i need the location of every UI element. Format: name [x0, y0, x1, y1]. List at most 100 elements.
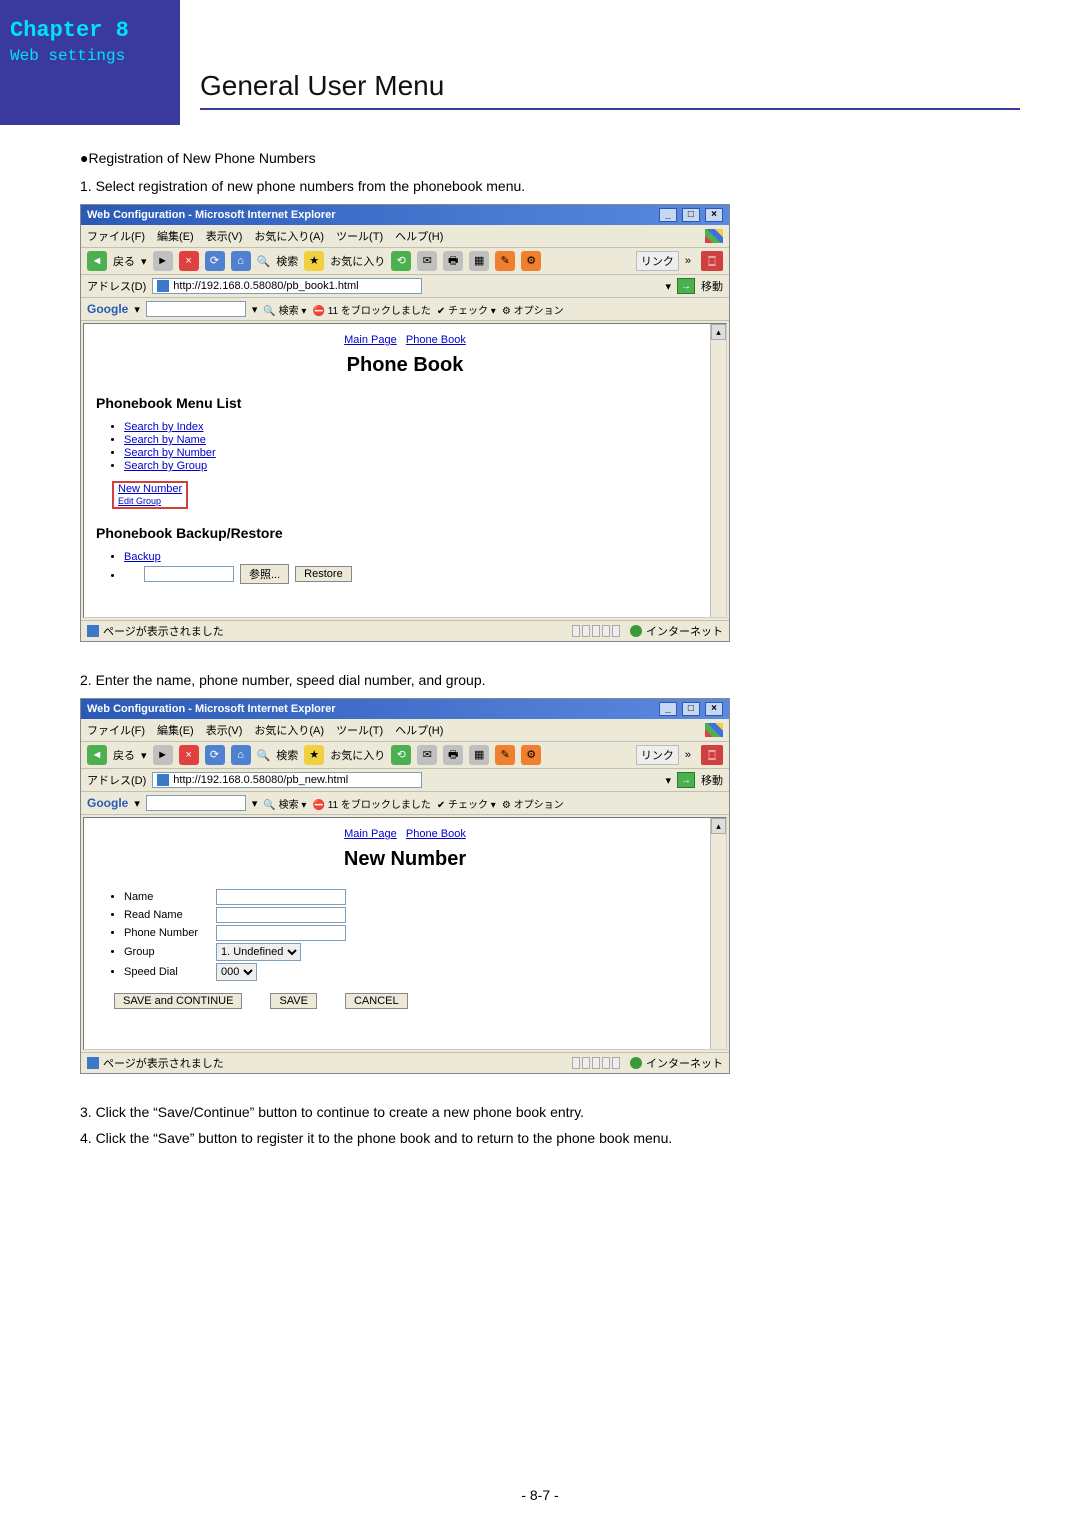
- address-field[interactable]: http://192.168.0.58080/pb_new.html: [152, 772, 422, 788]
- breadcrumb-main[interactable]: Main Page: [344, 828, 397, 840]
- menu-help[interactable]: ヘルプ(H): [395, 228, 443, 244]
- dropdown-icon[interactable]: ▾: [141, 749, 147, 762]
- link-search-number[interactable]: Search by Number: [124, 447, 216, 459]
- menu-tools[interactable]: ツール(T): [336, 722, 383, 738]
- link-new-number[interactable]: New Number: [118, 483, 182, 495]
- edit-icon[interactable]: ▦: [469, 745, 489, 765]
- popup-blocked[interactable]: ⛔ 11 をブロックしました: [312, 302, 430, 317]
- stop-button-icon[interactable]: ×: [179, 745, 199, 765]
- section-bullet: ●Registration of New Phone Numbers: [80, 150, 1000, 166]
- google-search-field[interactable]: [146, 795, 246, 811]
- popup-blocked[interactable]: ⛔ 11 をブロックしました: [312, 796, 430, 811]
- google-search-field[interactable]: [146, 301, 246, 317]
- search-icon[interactable]: 🔍: [257, 255, 271, 268]
- link-search-index[interactable]: Search by Index: [124, 421, 204, 433]
- stop-button-icon[interactable]: ×: [179, 251, 199, 271]
- maximize-icon[interactable]: □: [682, 702, 700, 716]
- link-backup[interactable]: Backup: [124, 551, 161, 563]
- save-button[interactable]: SAVE: [270, 993, 317, 1009]
- google-search-btn[interactable]: 🔍 検索 ▾: [263, 302, 306, 317]
- google-options[interactable]: ⚙ オプション: [502, 302, 564, 317]
- edit-icon[interactable]: ▦: [469, 251, 489, 271]
- maximize-icon[interactable]: □: [682, 208, 700, 222]
- misc-icon-2[interactable]: ⚙: [521, 745, 541, 765]
- address-dropdown-icon[interactable]: ▾: [665, 280, 671, 293]
- browse-button[interactable]: 参照...: [240, 564, 289, 584]
- menu-file[interactable]: ファイル(F): [87, 722, 145, 738]
- breadcrumb-main[interactable]: Main Page: [344, 334, 397, 346]
- dropdown-icon[interactable]: ▾: [141, 255, 147, 268]
- google-search-btn[interactable]: 🔍 検索 ▾: [263, 796, 306, 811]
- close-icon[interactable]: ×: [705, 208, 723, 222]
- menu-help[interactable]: ヘルプ(H): [395, 722, 443, 738]
- back-button-icon[interactable]: ◄: [87, 745, 107, 765]
- restore-button[interactable]: Restore: [295, 566, 352, 582]
- misc-icon-2[interactable]: ⚙: [521, 251, 541, 271]
- links-expand-icon[interactable]: »: [685, 255, 691, 267]
- print-icon[interactable]: 🖶: [443, 251, 463, 271]
- ie-menubar-2: ファイル(F) 編集(E) 表示(V) お気に入り(A) ツール(T) ヘルプ(…: [81, 719, 729, 742]
- menu-view[interactable]: 表示(V): [206, 722, 243, 738]
- refresh-button-icon[interactable]: ⟳: [205, 251, 225, 271]
- favorites-star-icon[interactable]: ★: [304, 251, 324, 271]
- label-name: Name: [124, 891, 208, 903]
- cancel-button[interactable]: CANCEL: [345, 993, 408, 1009]
- print-icon[interactable]: 🖶: [443, 745, 463, 765]
- scroll-up-icon[interactable]: ▴: [711, 818, 726, 834]
- mail-icon[interactable]: ✉: [417, 745, 437, 765]
- back-button-icon[interactable]: ◄: [87, 251, 107, 271]
- links-label[interactable]: リンク: [636, 745, 679, 765]
- google-options[interactable]: ⚙ オプション: [502, 796, 564, 811]
- scrollbar[interactable]: ▴: [710, 324, 726, 617]
- link-edit-group[interactable]: Edit Group: [118, 496, 161, 506]
- refresh-button-icon[interactable]: ⟳: [205, 745, 225, 765]
- menu-view[interactable]: 表示(V): [206, 228, 243, 244]
- misc-icon-1[interactable]: ✎: [495, 745, 515, 765]
- mail-icon[interactable]: ✉: [417, 251, 437, 271]
- menu-tools[interactable]: ツール(T): [336, 228, 383, 244]
- link-search-group[interactable]: Search by Group: [124, 460, 207, 472]
- menu-favorites[interactable]: お気に入り(A): [254, 722, 324, 738]
- content-h1: Phone Book: [96, 354, 714, 377]
- home-button-icon[interactable]: ⌂: [231, 251, 251, 271]
- breadcrumb-phonebook[interactable]: Phone Book: [406, 334, 466, 346]
- close-icon[interactable]: ×: [705, 702, 723, 716]
- input-phone[interactable]: [216, 925, 346, 941]
- scrollbar[interactable]: ▴: [710, 818, 726, 1049]
- restore-file-field[interactable]: [144, 566, 234, 582]
- menu-file[interactable]: ファイル(F): [87, 228, 145, 244]
- minimize-icon[interactable]: _: [659, 702, 677, 716]
- menu-edit[interactable]: 編集(E): [157, 722, 194, 738]
- breadcrumb-phonebook[interactable]: Phone Book: [406, 828, 466, 840]
- spell-check[interactable]: ✔ チェック ▾: [437, 302, 496, 317]
- home-button-icon[interactable]: ⌂: [231, 745, 251, 765]
- search-icon[interactable]: 🔍: [257, 749, 271, 762]
- spell-check[interactable]: ✔ チェック ▾: [437, 796, 496, 811]
- misc-icon-1[interactable]: ✎: [495, 251, 515, 271]
- favorites-star-icon[interactable]: ★: [304, 745, 324, 765]
- forward-button-icon[interactable]: ►: [153, 251, 173, 271]
- address-field[interactable]: http://192.168.0.58080/pb_book1.html: [152, 278, 422, 294]
- select-group[interactable]: 1. Undefined: [216, 943, 301, 961]
- scroll-up-icon[interactable]: ▴: [711, 324, 726, 340]
- menu-favorites[interactable]: お気に入り(A): [254, 228, 324, 244]
- globe-icon: [630, 625, 642, 637]
- go-button-icon[interactable]: →: [677, 278, 695, 294]
- forward-button-icon[interactable]: ►: [153, 745, 173, 765]
- link-search-name[interactable]: Search by Name: [124, 434, 206, 446]
- save-continue-button[interactable]: SAVE and CONTINUE: [114, 993, 242, 1009]
- step-4: 4. Click the “Save” button to register i…: [80, 1130, 1000, 1146]
- input-read-name[interactable]: [216, 907, 346, 923]
- minimize-icon[interactable]: _: [659, 208, 677, 222]
- menu-edit[interactable]: 編集(E): [157, 228, 194, 244]
- links-expand-icon[interactable]: »: [685, 749, 691, 761]
- go-button-icon[interactable]: →: [677, 772, 695, 788]
- select-speed[interactable]: 000: [216, 963, 257, 981]
- history-icon[interactable]: ⟲: [391, 251, 411, 271]
- history-icon[interactable]: ⟲: [391, 745, 411, 765]
- input-name[interactable]: [216, 889, 346, 905]
- security-zone: インターネット: [630, 1055, 723, 1071]
- links-label[interactable]: リンク: [636, 251, 679, 271]
- new-number-callout: New Number Edit Group: [112, 481, 188, 509]
- address-dropdown-icon[interactable]: ▾: [665, 774, 671, 787]
